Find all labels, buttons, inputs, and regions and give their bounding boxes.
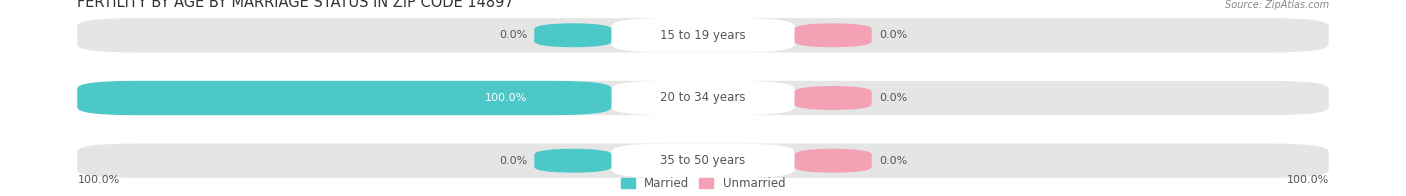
Legend: Married, Unmarried: Married, Unmarried — [620, 177, 786, 190]
FancyBboxPatch shape — [794, 149, 872, 173]
FancyBboxPatch shape — [77, 143, 1329, 178]
Text: 0.0%: 0.0% — [879, 30, 907, 40]
Text: 100.0%: 100.0% — [77, 175, 120, 185]
FancyBboxPatch shape — [77, 81, 612, 115]
FancyBboxPatch shape — [534, 23, 612, 47]
Text: 100.0%: 100.0% — [485, 93, 527, 103]
FancyBboxPatch shape — [77, 81, 1329, 115]
Text: 100.0%: 100.0% — [1286, 175, 1329, 185]
FancyBboxPatch shape — [534, 149, 612, 173]
FancyBboxPatch shape — [612, 81, 794, 115]
FancyBboxPatch shape — [794, 86, 872, 110]
Text: 0.0%: 0.0% — [499, 30, 527, 40]
Text: 35 to 50 years: 35 to 50 years — [661, 154, 745, 167]
Text: 0.0%: 0.0% — [879, 93, 907, 103]
FancyBboxPatch shape — [612, 18, 794, 53]
Text: FERTILITY BY AGE BY MARRIAGE STATUS IN ZIP CODE 14897: FERTILITY BY AGE BY MARRIAGE STATUS IN Z… — [77, 0, 515, 10]
FancyBboxPatch shape — [77, 18, 1329, 53]
Text: Source: ZipAtlas.com: Source: ZipAtlas.com — [1225, 0, 1329, 10]
FancyBboxPatch shape — [612, 143, 794, 178]
FancyBboxPatch shape — [534, 86, 612, 110]
Text: 15 to 19 years: 15 to 19 years — [661, 29, 745, 42]
FancyBboxPatch shape — [794, 23, 872, 47]
Text: 0.0%: 0.0% — [499, 156, 527, 166]
Text: 0.0%: 0.0% — [879, 156, 907, 166]
Text: 20 to 34 years: 20 to 34 years — [661, 92, 745, 104]
